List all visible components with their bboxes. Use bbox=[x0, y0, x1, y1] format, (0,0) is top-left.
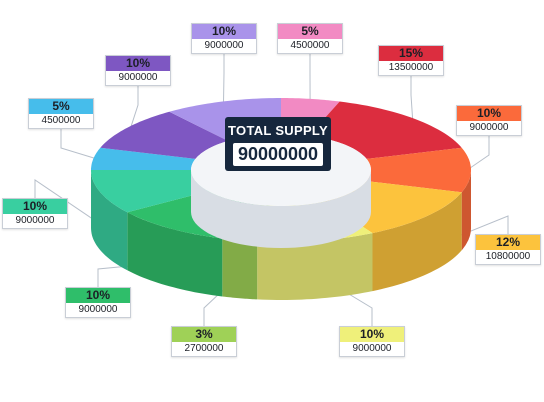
leader-line-10 bbox=[129, 85, 139, 129]
total-supply-title: TOTAL SUPPLY bbox=[228, 123, 328, 138]
slice-percent-4: 12% bbox=[476, 235, 540, 250]
slice-value-3: 9000000 bbox=[457, 121, 521, 135]
slice-side-4 bbox=[372, 192, 462, 292]
leader-line-2 bbox=[410, 75, 414, 121]
slice-value-4: 10800000 bbox=[476, 250, 540, 264]
slice-label-9: 5% 4500000 bbox=[28, 98, 94, 129]
slice-label-7: 10% 9000000 bbox=[65, 287, 131, 318]
slice-side-8 bbox=[91, 170, 128, 271]
slice-top-8 bbox=[91, 170, 209, 213]
slice-percent-1: 5% bbox=[278, 24, 342, 39]
slice-side-6 bbox=[222, 238, 258, 300]
slice-label-8: 10% 9000000 bbox=[2, 198, 68, 229]
total-supply-box: TOTAL SUPPLY 90000000 bbox=[225, 117, 331, 171]
slice-value-10: 9000000 bbox=[106, 71, 170, 85]
slice-side-3 bbox=[461, 170, 471, 251]
slice-percent-11: 10% bbox=[192, 24, 256, 39]
leader-line-9 bbox=[60, 128, 98, 160]
slice-label-10: 10% 9000000 bbox=[105, 55, 171, 86]
slice-label-2: 15% 13500000 bbox=[378, 45, 444, 76]
slice-label-5: 10% 9000000 bbox=[339, 326, 405, 357]
leader-line-11 bbox=[223, 53, 225, 103]
slice-value-6: 2700000 bbox=[172, 342, 236, 356]
slice-percent-2: 15% bbox=[379, 46, 443, 61]
leader-line-8 bbox=[34, 179, 105, 228]
slice-label-11: 10% 9000000 bbox=[191, 23, 257, 54]
slice-label-6: 3% 2700000 bbox=[171, 326, 237, 357]
slice-percent-6: 3% bbox=[172, 327, 236, 342]
slice-top-3 bbox=[366, 147, 471, 193]
slice-value-2: 13500000 bbox=[379, 61, 443, 75]
slice-value-9: 4500000 bbox=[29, 114, 93, 128]
leader-line-3 bbox=[466, 135, 490, 171]
slice-top-2 bbox=[308, 101, 462, 159]
slice-top-10 bbox=[100, 111, 229, 159]
slice-percent-8: 10% bbox=[3, 199, 67, 214]
slice-value-8: 9000000 bbox=[3, 214, 67, 228]
center-hole-wall bbox=[191, 170, 371, 248]
slice-value-7: 9000000 bbox=[66, 303, 130, 317]
slice-label-3: 10% 9000000 bbox=[456, 105, 522, 136]
slice-sides bbox=[91, 170, 471, 300]
slice-side-5 bbox=[257, 233, 373, 300]
slice-value-1: 4500000 bbox=[278, 39, 342, 53]
slice-percent-3: 10% bbox=[457, 106, 521, 121]
slice-label-4: 12% 10800000 bbox=[475, 234, 541, 265]
slice-label-1: 5% 4500000 bbox=[277, 23, 343, 54]
slice-top-9 bbox=[91, 147, 196, 170]
slice-percent-5: 10% bbox=[340, 327, 404, 342]
slice-value-11: 9000000 bbox=[192, 39, 256, 53]
slice-percent-10: 10% bbox=[106, 56, 170, 71]
slice-value-5: 9000000 bbox=[340, 342, 404, 356]
total-supply-value: 90000000 bbox=[233, 143, 323, 166]
slice-percent-9: 5% bbox=[29, 99, 93, 114]
slice-percent-7: 10% bbox=[66, 288, 130, 303]
slice-side-7 bbox=[127, 212, 223, 297]
